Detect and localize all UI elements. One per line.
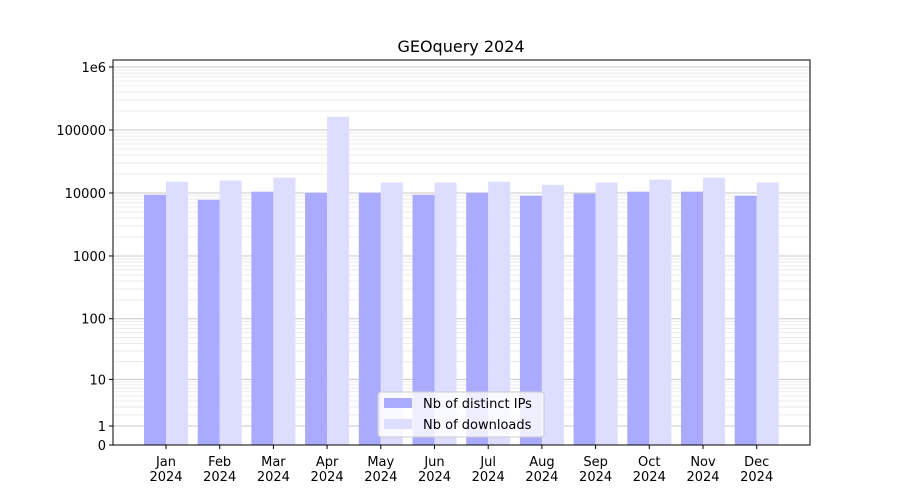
bar-downloads [703,177,725,445]
bar-downloads [166,181,188,445]
x-tick-label: Aug 2024 [525,455,558,485]
bar-distinct-ips [466,192,489,445]
x-tick-label: Jun 2024 [418,455,451,485]
bar-downloads [380,182,403,445]
plot-frame [112,59,811,446]
y-tick-label: 1000 [73,250,106,265]
chart-title: GEOquery 2024 [397,37,524,56]
legend-label-ips: Nb of distinct IPs [423,397,532,412]
bar-distinct-ips [734,195,757,445]
bar-distinct-ips [144,194,166,445]
bar-distinct-ips [197,199,220,445]
y-tick-label: 10 [89,373,106,388]
x-tick-label: Apr 2024 [311,455,344,485]
x-tick-label: Jul 2024 [472,455,505,485]
bar-distinct-ips [412,194,435,445]
x-tick-label: Jan 2024 [149,455,182,485]
legend-swatch-ips [384,398,412,408]
bar-distinct-ips [251,191,274,445]
y-tick-label: 0 [98,439,106,454]
bar-downloads [595,182,618,445]
bar-distinct-ips [627,191,650,445]
x-tick-label: May 2024 [364,455,397,485]
y-tick-label: 100 [81,313,106,328]
legend: Nb of distinct IPs Nb of downloads [377,391,545,438]
bar-downloads [649,179,672,446]
legend-swatch-downloads [384,419,412,429]
bar-downloads [219,180,242,445]
x-tick-label: Dec 2024 [740,455,773,485]
bar-distinct-ips [573,193,596,445]
y-tick-label: 10000 [65,187,106,202]
bar-downloads [541,184,564,446]
x-tick-label: Nov 2024 [686,455,719,485]
y-tick-label: 1 [98,420,106,435]
bar-distinct-ips [681,191,703,445]
bar-downloads [327,116,350,446]
bar-distinct-ips [358,192,381,445]
x-tick-label: Feb 2024 [203,455,236,485]
x-tick-label: Sep 2024 [579,455,612,485]
legend-label-downloads: Nb of downloads [423,418,532,433]
y-tick-label: 1e6 [81,61,106,76]
bar-downloads [488,181,511,445]
x-tick-label: Oct 2024 [633,455,666,485]
bar-downloads [756,182,779,445]
bar-distinct-ips [519,195,542,445]
bar-downloads [434,182,457,445]
x-tick-label: Mar 2024 [257,455,290,485]
bar-distinct-ips [305,192,328,445]
y-tick-label: 100000 [56,124,106,139]
bar-downloads [273,177,296,445]
